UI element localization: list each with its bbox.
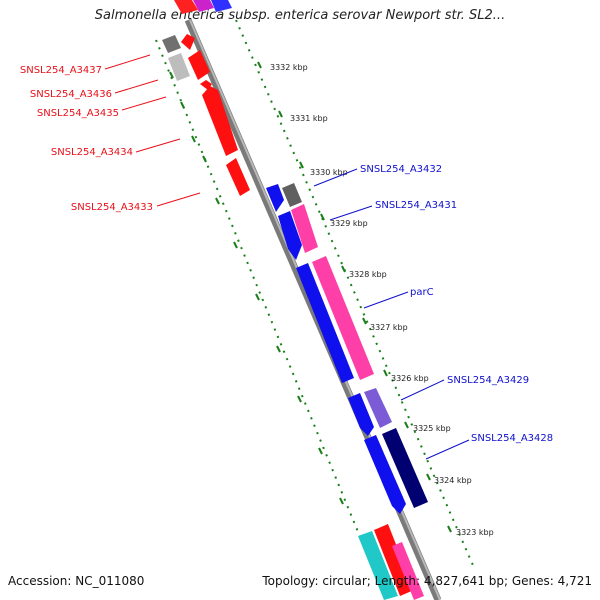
map-title: Salmonella enterica subsp. enterica sero… [94,8,506,23]
gene-arrow-forward[interactable] [296,263,354,383]
gene-arrow-bottom-clipped[interactable] [358,531,398,600]
ruler-label: 3332 kbp [270,63,308,72]
gene-arrow-reverse[interactable] [181,34,195,50]
ruler-tick [447,525,452,533]
leader-line [121,96,167,111]
ruler-tick [276,345,281,353]
ruler-tick [320,213,325,221]
leader-line [135,138,181,153]
gene-label-right[interactable]: SNSL254_A3431 [375,200,457,211]
ruler-label: 3324 kbp [434,476,472,485]
gene-arrow-forward[interactable] [364,388,392,428]
gene-arrow-forward[interactable] [266,184,284,212]
ruler-label: 3323 kbp [456,528,494,537]
leader-line [313,168,358,187]
ruler-dots-right [235,19,476,571]
ruler-tick [202,155,207,163]
ruler-tick [404,421,409,429]
gene-arrow-bottom-clipped[interactable] [374,524,414,596]
gene-arrow-reverse[interactable] [168,53,190,81]
gene-label-left[interactable]: SNSL254_A3436 [30,89,112,100]
ruler-tick [341,265,346,273]
gene-arrow-forward[interactable] [312,256,374,380]
ruler-tick [362,317,367,325]
ruler-tick [297,395,302,403]
gene-arrow-forward[interactable] [364,435,406,514]
gene-arrow-bottom-clipped[interactable] [392,542,424,600]
map-graphic: 3332 kbp 3331 kbp 3330 kbp 3329 kbp 3328… [20,0,553,600]
ruler-ticks [169,61,452,533]
leader-line [400,379,445,401]
leader-line [114,79,159,94]
gene-arrow-top-clipped[interactable] [193,0,214,12]
gene-label-right[interactable]: SNSL254_A3432 [360,164,442,175]
gene-label-left[interactable]: SNSL254_A3437 [20,65,102,76]
leader-line [425,439,470,460]
leader-line [329,205,373,221]
ruler-label: 3329 kbp [330,219,368,228]
ruler-tick [278,110,283,118]
ruler-tick [215,197,220,205]
ruler-tick [257,61,262,69]
genome-stats-text: Topology: circular; Length: 4,827,641 bp… [262,574,592,588]
ruler-tick [169,71,174,79]
ruler-tick [191,135,196,143]
gene-arrow-top-clipped[interactable] [174,0,198,14]
left-leaders [104,54,201,207]
gene-arrow-reverse[interactable] [162,35,181,53]
gene-arrow-top-clipped[interactable] [211,0,232,12]
ruler-tick [180,101,185,109]
gene-arrow-reverse[interactable] [188,50,210,80]
gene-label-right[interactable]: parC [410,287,434,298]
gene-arrow-reverse[interactable] [226,158,250,196]
ruler-tick [233,241,238,249]
ruler-tick [383,369,388,377]
gene-arrow-forward[interactable] [382,428,428,508]
gene-arrow-forward[interactable] [291,204,318,253]
accession-text: Accession: NC_011080 [8,574,145,588]
ruler-label: 3330 kbp [310,168,348,177]
gene-label-right[interactable]: SNSL254_A3429 [447,375,529,386]
ruler-dots-left [155,39,387,600]
ruler-label: 3325 kbp [413,424,451,433]
ruler-label: 3328 kbp [349,270,387,279]
ruler-tick [426,473,431,481]
gene-label-left[interactable]: SNSL254_A3434 [51,147,133,158]
ruler-tick [318,447,323,455]
gene-arrow-forward[interactable] [278,211,302,260]
ruler-label: 3326 kbp [391,374,429,383]
gene-arrow-forward[interactable] [348,393,374,436]
leader-line [156,192,201,207]
leader-line [363,291,409,309]
ruler-tick [255,293,260,301]
gene-arrow-forward[interactable] [282,183,302,207]
ruler-tick [299,161,304,169]
gene-arrow-reverse[interactable] [202,86,238,156]
gene-label-right[interactable]: SNSL254_A3428 [471,433,553,444]
ruler-label: 3327 kbp [370,323,408,332]
leader-line [104,54,151,70]
ruler-label: 3331 kbp [290,114,328,123]
gene-label-left[interactable]: SNSL254_A3435 [37,108,119,119]
gene-label-left[interactable]: SNSL254_A3433 [71,202,153,213]
ruler-tick [339,497,344,505]
right-leaders [313,168,470,460]
